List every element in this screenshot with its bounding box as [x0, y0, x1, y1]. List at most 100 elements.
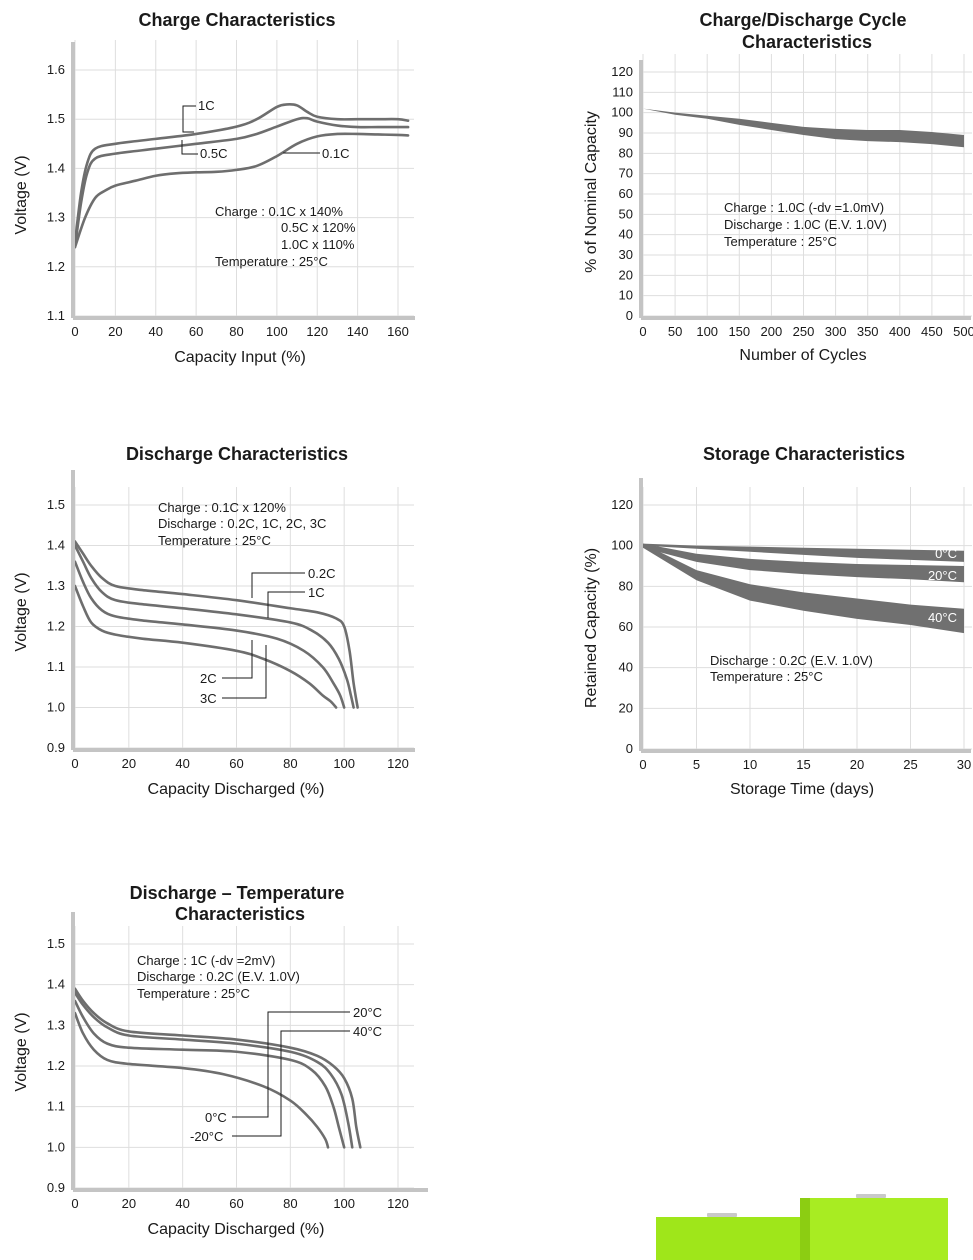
x-tick-label: 30: [957, 757, 971, 772]
x-tick-label: 140: [347, 324, 369, 339]
y-tick-label: 1.4: [47, 977, 65, 992]
x-tick-label: 400: [889, 324, 911, 339]
grid: [642, 54, 972, 317]
leader-line-0c: [232, 1032, 269, 1118]
y-tick-label: 1.5: [47, 936, 65, 951]
x-tick-label: 20: [122, 756, 136, 771]
x-tick-label: 200: [761, 324, 783, 339]
y-tick-label: 100: [611, 105, 633, 120]
series-line-0: [73, 103, 410, 244]
chart-title: Storage Characteristics: [703, 444, 905, 464]
note-line: Charge : 1.0C (-dv =1.0mV): [724, 200, 884, 215]
y-tick-label: 1.3: [47, 210, 65, 225]
note-line: Temperature : 25°C: [158, 533, 271, 548]
note-line: 1.0C x 110%: [281, 237, 355, 252]
leader-line-0-2c: [251, 572, 305, 598]
x-tick-label: 250: [793, 324, 815, 339]
y-tick-label: 1.1: [47, 659, 65, 674]
series-band-2: [643, 543, 964, 634]
y-tick-label: 1.2: [47, 259, 65, 274]
y-tick-label: 120: [611, 497, 633, 512]
x-tick-label: 10: [743, 757, 757, 772]
grid: [642, 487, 972, 750]
y-tick-label: 0: [626, 741, 633, 756]
leader-line-20c: [267, 1011, 350, 1032]
y-tick-label: 50: [619, 206, 633, 221]
x-tick-label: 500: [953, 324, 973, 339]
series-label-2c: 2C: [200, 671, 217, 686]
leader-line-minus-20c: [232, 1038, 282, 1137]
series-band-0: [643, 543, 964, 562]
x-axis-label: Number of Cycles: [739, 347, 866, 364]
y-tick-label: 1.4: [47, 160, 65, 175]
y-tick-label: 1.3: [47, 578, 65, 593]
y-tick-label: 1.0: [47, 700, 65, 715]
series-line-0: [73, 540, 359, 709]
y-tick-label: 110: [612, 84, 633, 99]
note-line: 0.5C x 120%: [281, 220, 356, 235]
x-tick-label: 100: [333, 1196, 355, 1211]
series-line-3: [73, 584, 338, 709]
x-tick-label: 40: [175, 756, 189, 771]
series-label-3c: 3C: [200, 691, 217, 706]
note-line: Temperature : 25°C: [724, 234, 837, 249]
y-tick-label: 1.2: [47, 1058, 65, 1073]
chart-discharge-characteristics: Discharge Characteristics 0 20 40 60 80 100 12…: [13, 444, 415, 798]
x-tick-label: 60: [189, 324, 203, 339]
leader-line-40c: [280, 1030, 350, 1038]
y-tick-label: 20: [619, 700, 633, 715]
y-tick-label: 90: [619, 125, 633, 140]
x-tick-label: 300: [825, 324, 847, 339]
x-tick-label: 80: [283, 1196, 297, 1211]
series-label-minus-20c: -20°C: [190, 1129, 223, 1144]
y-tick-label: 1.3: [47, 1017, 65, 1032]
y-tick-label: 80: [619, 578, 633, 593]
x-axis-label: Capacity Discharged (%): [148, 1221, 325, 1238]
y-tick-label: 1.0: [47, 1139, 65, 1154]
x-tick-label: 50: [668, 324, 682, 339]
x-tick-label: 0: [71, 324, 78, 339]
y-tick-label: 80: [619, 145, 633, 160]
y-axis-label: Voltage (V): [13, 155, 30, 234]
y-tick-label: 1.6: [47, 62, 65, 77]
note-line: Temperature : 25°C: [710, 669, 823, 684]
series-line-2: [73, 132, 410, 249]
y-axis-label: Retained Capacity (%): [583, 548, 600, 708]
x-tick-label: 100: [696, 324, 718, 339]
x-tick-label: 0: [71, 756, 78, 771]
x-tick-label: 20: [108, 324, 122, 339]
series-label-20c: 20°C: [928, 568, 957, 583]
y-tick-label: 1.1: [47, 308, 65, 323]
note-line: Charge : 0.1C x 120%: [158, 500, 286, 515]
x-tick-label: 25: [903, 757, 917, 772]
leader-line-0-5c: [181, 140, 198, 155]
x-tick-label: 120: [387, 1196, 409, 1211]
x-tick-label: 160: [387, 324, 409, 339]
grid: [74, 40, 414, 317]
series-label-0-5c: 0.5C: [200, 146, 227, 161]
chart-title: Charge/Discharge Cycle: [699, 10, 906, 30]
series-band-0: [643, 108, 964, 148]
y-tick-label: 20: [619, 267, 633, 282]
chart-cycle-characteristics: Charge/Discharge Cycle Characteristics 0…: [583, 10, 973, 364]
x-tick-label: 15: [796, 757, 810, 772]
note-line: Discharge : 0.2C (E.V. 1.0V): [137, 969, 300, 984]
x-tick-label: 60: [229, 1196, 243, 1211]
note-line: Discharge : 0.2C (E.V. 1.0V): [710, 653, 873, 668]
chart-title: Charge Characteristics: [138, 10, 335, 30]
x-tick-label: 120: [306, 324, 328, 339]
x-tick-label: 40: [149, 324, 163, 339]
leader-line-1c: [182, 105, 196, 133]
battery-product-image: [656, 1194, 948, 1260]
chart-charge-characteristics: Charge Characteristics 0 20 40 60 80 100 120 14…: [13, 10, 415, 366]
y-tick-label: 60: [619, 619, 633, 634]
x-axis-label: Capacity Discharged (%): [148, 781, 325, 798]
chart-title: Discharge Characteristics: [126, 444, 348, 464]
series-label-0c: 0°C: [205, 1110, 227, 1125]
note-line: Discharge : 1.0C (E.V. 1.0V): [724, 217, 887, 232]
chart-title-line-2: Characteristics: [742, 32, 872, 52]
series-band-1: [643, 543, 964, 583]
chart-title-line-2: Characteristics: [175, 904, 305, 924]
y-tick-label: 30: [619, 247, 633, 262]
note-line: Charge : 1C (-dv =2mV): [137, 953, 275, 968]
